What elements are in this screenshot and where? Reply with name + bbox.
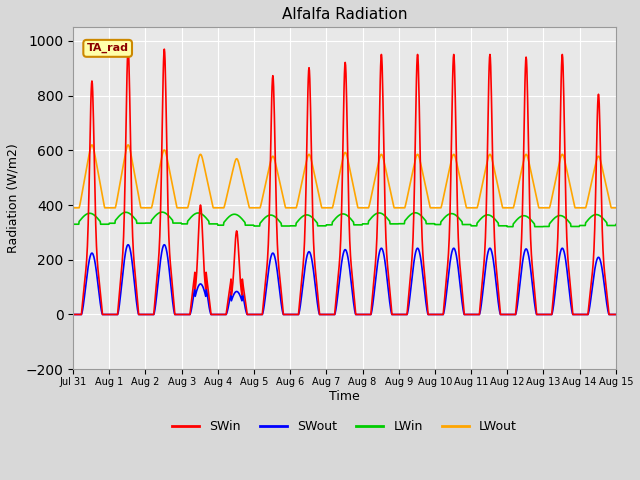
LWin xyxy=(428,221,436,227)
SWin xyxy=(283,312,291,317)
Line: LWin: LWin xyxy=(73,212,616,227)
Legend: SWin, SWout, LWin, LWout: SWin, SWout, LWin, LWout xyxy=(167,415,522,438)
LWout xyxy=(88,142,96,148)
LWin xyxy=(612,222,620,228)
Line: LWout: LWout xyxy=(73,145,616,208)
LWin xyxy=(283,223,291,229)
SWin xyxy=(428,312,436,317)
SWout xyxy=(69,312,77,317)
LWin xyxy=(296,216,303,222)
LWin xyxy=(564,218,572,224)
LWout xyxy=(612,205,620,211)
LWin xyxy=(158,209,166,215)
LWout xyxy=(428,205,436,211)
LWin xyxy=(189,212,197,218)
SWout xyxy=(612,312,620,317)
SWout xyxy=(283,312,291,317)
LWout xyxy=(69,205,77,211)
Line: SWin: SWin xyxy=(73,49,616,314)
SWout xyxy=(564,276,572,281)
Title: Alfalfa Radiation: Alfalfa Radiation xyxy=(282,7,407,22)
Y-axis label: Radiation (W/m2): Radiation (W/m2) xyxy=(7,144,20,253)
SWin xyxy=(189,283,197,288)
SWout xyxy=(296,307,303,313)
LWin xyxy=(518,213,525,219)
SWin xyxy=(612,312,620,317)
Line: SWout: SWout xyxy=(73,245,616,314)
LWout xyxy=(564,172,572,178)
Text: TA_rad: TA_rad xyxy=(86,43,129,53)
SWin xyxy=(69,312,77,317)
SWout xyxy=(124,242,132,248)
SWout xyxy=(517,269,525,275)
SWin xyxy=(296,299,303,305)
LWin xyxy=(69,221,77,227)
LWout xyxy=(296,190,303,196)
SWin xyxy=(564,256,572,262)
SWout xyxy=(189,294,197,300)
LWout xyxy=(283,205,291,211)
X-axis label: Time: Time xyxy=(329,390,360,403)
SWin xyxy=(124,46,132,52)
SWout xyxy=(428,312,436,317)
LWout xyxy=(189,179,197,185)
LWin xyxy=(504,224,511,229)
LWout xyxy=(517,169,525,175)
SWin xyxy=(517,244,525,250)
